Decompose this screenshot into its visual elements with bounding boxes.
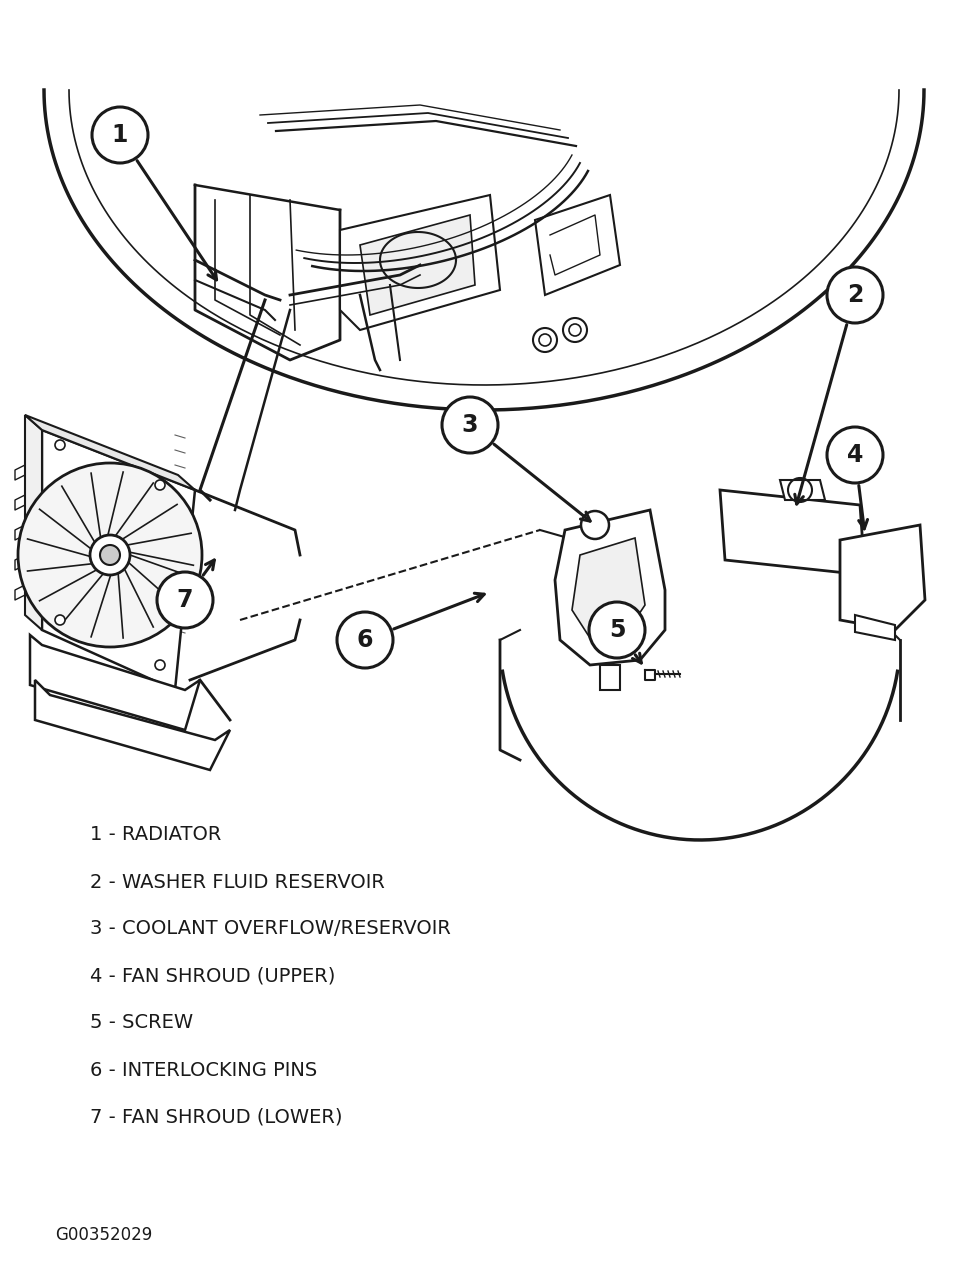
Text: 5 - SCREW: 5 - SCREW	[90, 1014, 193, 1033]
Polygon shape	[535, 195, 620, 295]
Circle shape	[827, 267, 883, 323]
Circle shape	[581, 511, 609, 539]
Polygon shape	[555, 511, 665, 665]
Polygon shape	[780, 480, 825, 500]
Text: 6 - INTERLOCKING PINS: 6 - INTERLOCKING PINS	[90, 1061, 317, 1079]
Circle shape	[18, 463, 202, 647]
Text: 4: 4	[847, 443, 864, 467]
Text: 7 - FAN SHROUD (LOWER): 7 - FAN SHROUD (LOWER)	[90, 1107, 342, 1126]
Polygon shape	[35, 680, 230, 770]
Text: 2: 2	[847, 284, 864, 307]
Circle shape	[157, 572, 213, 627]
Polygon shape	[30, 635, 200, 730]
Polygon shape	[572, 538, 645, 638]
Circle shape	[155, 659, 165, 670]
Polygon shape	[360, 216, 475, 316]
Polygon shape	[42, 430, 195, 690]
Text: 5: 5	[609, 618, 626, 642]
Text: 1: 1	[112, 123, 129, 148]
Polygon shape	[340, 195, 500, 330]
Polygon shape	[25, 414, 42, 630]
Text: 3 - COOLANT OVERFLOW/RESERVOIR: 3 - COOLANT OVERFLOW/RESERVOIR	[90, 920, 451, 938]
Circle shape	[55, 440, 65, 450]
Text: 7: 7	[177, 588, 193, 612]
Polygon shape	[855, 615, 895, 640]
Circle shape	[92, 106, 148, 163]
Text: 4 - FAN SHROUD (UPPER): 4 - FAN SHROUD (UPPER)	[90, 966, 336, 985]
Circle shape	[90, 535, 130, 575]
Circle shape	[827, 427, 883, 482]
Circle shape	[100, 545, 120, 565]
Circle shape	[589, 602, 645, 658]
Polygon shape	[840, 525, 925, 630]
Circle shape	[337, 612, 393, 668]
Polygon shape	[600, 665, 620, 690]
Polygon shape	[720, 490, 865, 575]
Circle shape	[155, 480, 165, 490]
Text: 6: 6	[357, 627, 373, 652]
Text: 1 - RADIATOR: 1 - RADIATOR	[90, 825, 221, 844]
Text: 2 - WASHER FLUID RESERVOIR: 2 - WASHER FLUID RESERVOIR	[90, 872, 385, 892]
Circle shape	[442, 396, 498, 453]
Circle shape	[55, 615, 65, 625]
Text: 3: 3	[462, 413, 479, 438]
Polygon shape	[25, 414, 195, 490]
Text: G00352029: G00352029	[55, 1227, 152, 1245]
